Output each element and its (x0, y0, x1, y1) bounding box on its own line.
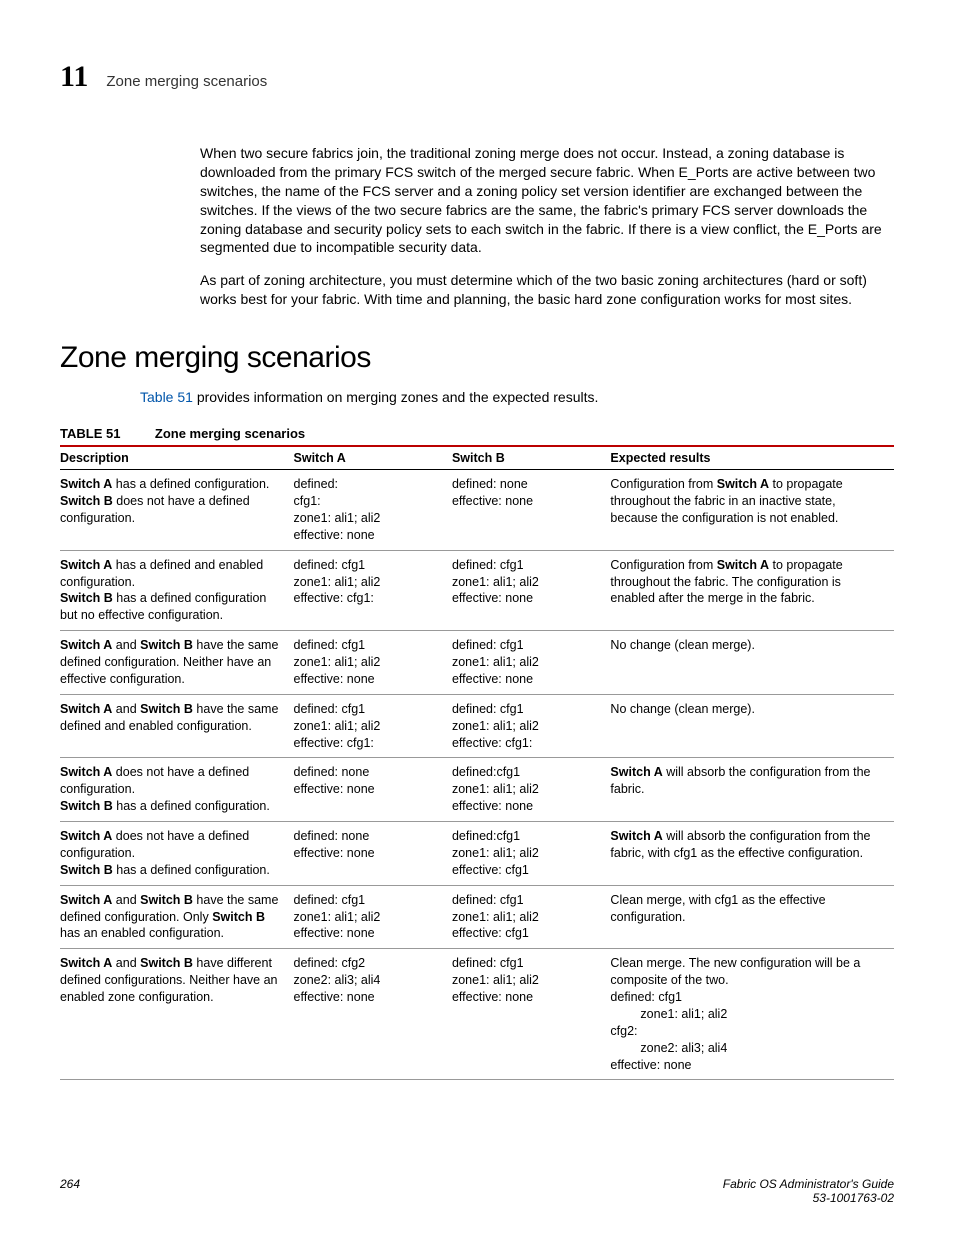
cell-description: Switch A does not have a defined configu… (60, 822, 294, 886)
th-switch-a: Switch A (294, 446, 452, 470)
cell-switch-b: defined: cfg1zone1: ali1; ali2effective:… (452, 631, 610, 695)
table-row: Switch A does not have a defined configu… (60, 758, 894, 822)
cell-switch-a: defined: cfg1zone1: ali1; ali2effective:… (294, 885, 452, 949)
paragraph-1: When two secure fabrics join, the tradit… (200, 144, 894, 257)
cell-switch-b: defined: cfg1zone1: ali1; ali2effective:… (452, 949, 610, 1080)
table-row: Switch A and Switch B have different def… (60, 949, 894, 1080)
doc-title: Fabric OS Administrator's Guide (723, 1177, 894, 1191)
cell-switch-b: defined: cfg1zone1: ali1; ali2effective:… (452, 550, 610, 631)
table-row: Switch A has a defined and enabled confi… (60, 550, 894, 631)
cell-switch-b: defined: cfg1zone1: ali1; ali2effective:… (452, 694, 610, 758)
cell-switch-a: defined: cfg1zone1: ali1; ali2effective:… (294, 694, 452, 758)
cell-expected: Configuration from Switch A to propagate… (610, 470, 894, 551)
cell-description: Switch A and Switch B have the same defi… (60, 694, 294, 758)
cell-description: Switch A and Switch B have the same defi… (60, 631, 294, 695)
th-switch-b: Switch B (452, 446, 610, 470)
table-row: Switch A has a defined configuration. Sw… (60, 470, 894, 551)
doc-id: 53-1001763-02 (723, 1191, 894, 1205)
cell-expected: Switch A will absorb the configuration f… (610, 822, 894, 886)
table-row: Switch A does not have a defined configu… (60, 822, 894, 886)
table-row: Switch A and Switch B have the same defi… (60, 631, 894, 695)
cell-description: Switch A and Switch B have the same defi… (60, 885, 294, 949)
cell-switch-a: defined: cfg2zone2: ali3; ali4effective:… (294, 949, 452, 1080)
cell-expected: Configuration from Switch A to propagate… (610, 550, 894, 631)
cell-description: Switch A has a defined and enabled confi… (60, 550, 294, 631)
th-expected: Expected results (610, 446, 894, 470)
table-caption: Zone merging scenarios (155, 426, 305, 441)
page-footer: 264 Fabric OS Administrator's Guide 53-1… (60, 1177, 894, 1205)
cell-description: Switch A has a defined configuration. Sw… (60, 470, 294, 551)
cell-switch-a: defined: noneeffective: none (294, 822, 452, 886)
table-link[interactable]: Table 51 (140, 389, 193, 405)
zone-merging-table: Description Switch A Switch B Expected r… (60, 445, 894, 1080)
page-header: 11 Zone merging scenarios (60, 60, 894, 94)
chapter-number: 11 (60, 60, 88, 94)
table-label: TABLE 51 (60, 426, 120, 441)
section-heading: Zone merging scenarios (60, 341, 894, 375)
cell-description: Switch A does not have a defined configu… (60, 758, 294, 822)
cell-switch-a: defined: noneeffective: none (294, 758, 452, 822)
intro-rest: provides information on merging zones an… (193, 389, 598, 405)
cell-switch-b: defined:cfg1zone1: ali1; ali2effective: … (452, 822, 610, 886)
header-title: Zone merging scenarios (106, 73, 267, 90)
cell-expected: No change (clean merge). (610, 631, 894, 695)
table-row: Switch A and Switch B have the same defi… (60, 885, 894, 949)
th-description: Description (60, 446, 294, 470)
cell-description: Switch A and Switch B have different def… (60, 949, 294, 1080)
cell-switch-a: defined:cfg1:zone1: ali1; ali2effective:… (294, 470, 452, 551)
cell-switch-b: defined: noneeffective: none (452, 470, 610, 551)
footer-right: Fabric OS Administrator's Guide 53-10017… (723, 1177, 894, 1205)
cell-expected: Switch A will absorb the configuration f… (610, 758, 894, 822)
cell-expected: No change (clean merge). (610, 694, 894, 758)
cell-expected: Clean merge, with cfg1 as the effective … (610, 885, 894, 949)
cell-expected: Clean merge. The new configuration will … (610, 949, 894, 1080)
table-row: Switch A and Switch B have the same defi… (60, 694, 894, 758)
cell-switch-b: defined: cfg1zone1: ali1; ali2effective:… (452, 885, 610, 949)
cell-switch-a: defined: cfg1zone1: ali1; ali2effective:… (294, 550, 452, 631)
table-header-row: Description Switch A Switch B Expected r… (60, 446, 894, 470)
table-label-row: TABLE 51 Zone merging scenarios (60, 425, 894, 443)
intro-line: Table 51 provides information on merging… (140, 389, 894, 405)
page-number: 264 (60, 1177, 80, 1205)
paragraph-2: As part of zoning architecture, you must… (200, 271, 894, 309)
cell-switch-a: defined: cfg1zone1: ali1; ali2effective:… (294, 631, 452, 695)
cell-switch-b: defined:cfg1zone1: ali1; ali2effective: … (452, 758, 610, 822)
